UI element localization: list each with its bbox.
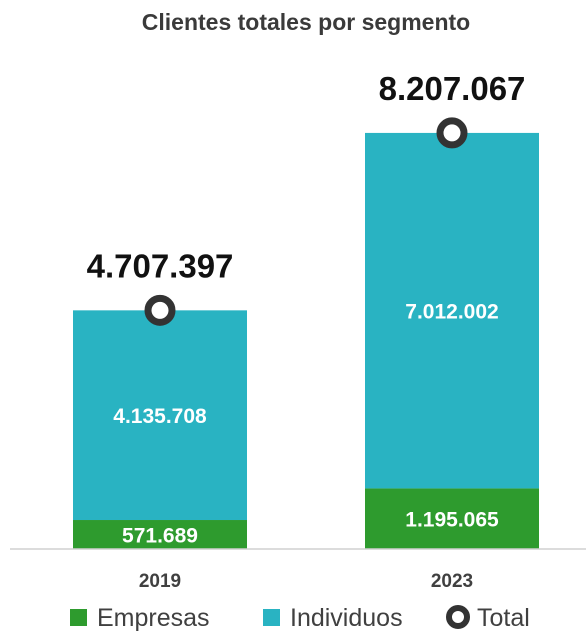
legend-item-individuos: Individuos <box>263 604 403 632</box>
chart-title: Clientes totales por segmento <box>142 9 470 35</box>
bars-layer: 571.689 4.135.708 4.707.397 1.195.065 7.012.… <box>73 70 539 549</box>
total-marker-2023 <box>436 117 468 149</box>
legend-item-total: Total <box>446 604 530 632</box>
data-label-empresas-2023: 1.195.065 <box>405 509 499 532</box>
bar-empresas-2019 <box>73 520 247 549</box>
x-tick-labels: 2019 2023 <box>139 571 473 592</box>
legend-item-empresas: Empresas <box>70 604 210 632</box>
data-label-individuos-2019: 4.135.708 <box>113 405 207 428</box>
legend-marker-total <box>446 605 470 629</box>
bar-individuos-2023 <box>365 132 539 489</box>
legend: Empresas Individuos Total <box>70 604 530 632</box>
x-tick-2023: 2023 <box>431 571 473 592</box>
legend-label-empresas: Empresas <box>97 604 210 632</box>
legend-label-total: Total <box>477 604 530 632</box>
data-label-empresas-2019: 571.689 <box>122 525 198 548</box>
total-label-2023: 8.207.067 <box>379 70 526 107</box>
total-label-2019: 4.707.397 <box>87 247 234 284</box>
legend-swatch-empresas <box>70 609 87 626</box>
bar-empresas-2023 <box>365 488 539 549</box>
x-tick-2019: 2019 <box>139 571 181 592</box>
data-label-individuos-2023: 7.012.002 <box>405 301 498 324</box>
total-marker-2019 <box>144 294 176 326</box>
bar-individuos-2019 <box>73 310 247 521</box>
legend-swatch-individuos <box>263 609 280 626</box>
legend-label-individuos: Individuos <box>290 604 403 632</box>
